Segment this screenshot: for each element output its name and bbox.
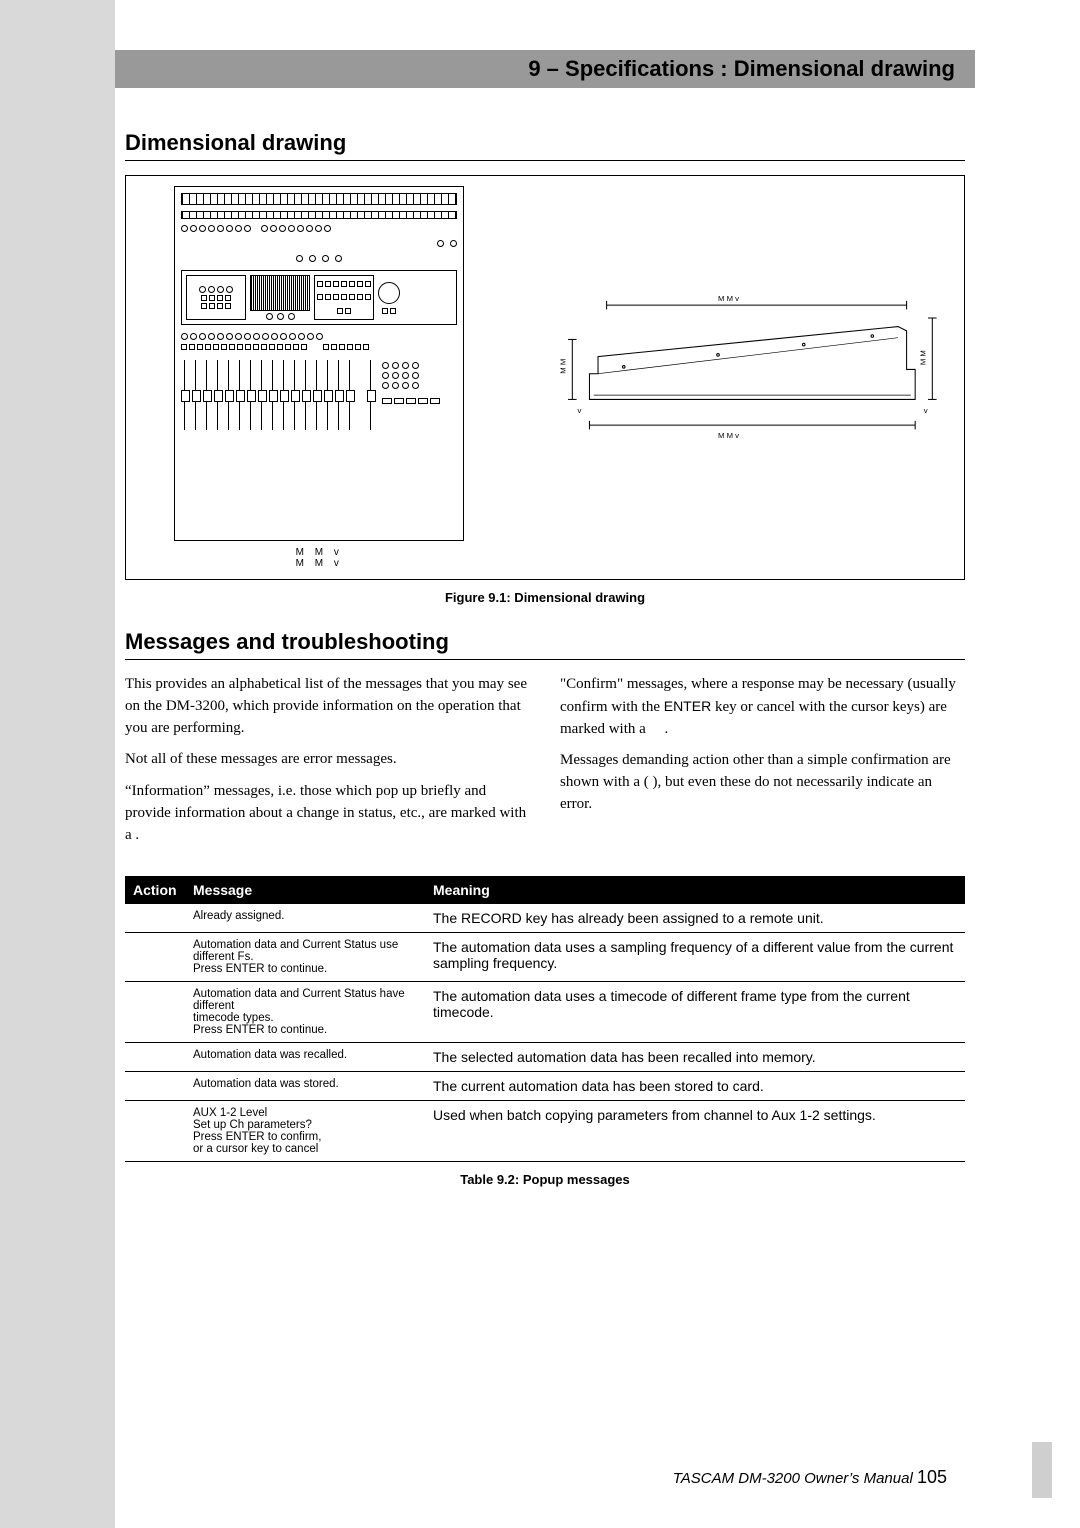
cell-message: Automation data and Current Status have … xyxy=(185,982,425,1043)
th-action: Action xyxy=(125,876,185,904)
middle-control-panel xyxy=(181,270,457,325)
section-title-messages: Messages and troubleshooting xyxy=(125,629,965,660)
button-row xyxy=(181,344,457,350)
chapter-header: 9 – Specifications : Dimensional drawing xyxy=(115,50,975,88)
jog-group xyxy=(378,275,400,320)
cell-action xyxy=(125,1101,185,1162)
jack-strip xyxy=(181,193,457,205)
body-p: “Information” messages, i.e. those which… xyxy=(125,781,530,846)
cell-meaning: The selected automation data has been re… xyxy=(425,1043,965,1072)
cell-action xyxy=(125,904,185,933)
side-dim-left2: v xyxy=(577,406,581,415)
body-p: This provides an alphabetical list of th… xyxy=(125,674,530,739)
page-footer: TASCAM DM-3200 Owner’s Manual 105 xyxy=(115,1467,975,1488)
dim-width-bottom: M M v xyxy=(296,558,343,569)
dim-width-top: M M v xyxy=(296,547,343,558)
lcd-screen xyxy=(250,275,310,311)
th-meaning: Meaning xyxy=(425,876,965,904)
cell-meaning: The automation data uses a timecode of d… xyxy=(425,982,965,1043)
drawing-side-view: M M v M M v M M v M M v xyxy=(533,186,954,569)
page-content: Dimensional drawing xyxy=(115,130,975,1211)
side-dim-right: M M xyxy=(918,350,927,365)
page-number: 105 xyxy=(917,1467,947,1487)
left-gutter xyxy=(0,0,115,1528)
right-sq-group xyxy=(314,275,374,320)
right-tab xyxy=(1032,1442,1052,1498)
th-message: Message xyxy=(185,876,425,904)
side-dim-left: M M xyxy=(558,358,567,373)
cell-message: Automation data was recalled. xyxy=(185,1043,425,1072)
body-p: Messages demanding action other than a s… xyxy=(560,750,965,815)
cell-action xyxy=(125,1043,185,1072)
body-columns: This provides an alphabetical list of th… xyxy=(125,674,965,856)
cell-meaning: The RECORD key has already been assigned… xyxy=(425,904,965,933)
chapter-title: 9 – Specifications : Dimensional drawing xyxy=(528,56,955,82)
side-dim-right2: v xyxy=(923,406,927,415)
side-profile-svg: M M v M M v M M v M M v xyxy=(533,288,954,468)
drawing-top-view: M M v M M v xyxy=(136,186,503,569)
body-right: "Confirm" messages, where a response may… xyxy=(560,674,965,856)
table-row: Automation data was stored.The current a… xyxy=(125,1072,965,1101)
faders xyxy=(181,360,374,430)
fader-section xyxy=(181,354,457,430)
cell-message: Automation data was stored. xyxy=(185,1072,425,1101)
cell-meaning: Used when batch copying parameters from … xyxy=(425,1101,965,1162)
table-row: Already assigned.The RECORD key has alre… xyxy=(125,904,965,933)
table-row: Automation data and Current Status use d… xyxy=(125,933,965,982)
cell-message: AUX 1-2 LevelSet up Ch parameters?Press … xyxy=(185,1101,425,1162)
table-header-row: Action Message Meaning xyxy=(125,876,965,904)
cell-action xyxy=(125,933,185,982)
center-knobs xyxy=(181,255,457,262)
screen-group xyxy=(250,275,310,320)
body-left: This provides an alphabetical list of th… xyxy=(125,674,530,856)
cell-message: Automation data and Current Status use d… xyxy=(185,933,425,982)
section-title-dimensional: Dimensional drawing xyxy=(125,130,965,161)
small-knob-row xyxy=(181,333,457,340)
cell-meaning: The current automation data has been sto… xyxy=(425,1072,965,1101)
table-row: Automation data was recalled.The selecte… xyxy=(125,1043,965,1072)
cell-message: Already assigned. xyxy=(185,904,425,933)
table-row: Automation data and Current Status have … xyxy=(125,982,965,1043)
cell-meaning: The automation data uses a sampling freq… xyxy=(425,933,965,982)
jog-wheel xyxy=(378,282,400,304)
figure-9-1: M M v M M v xyxy=(125,175,965,580)
indicator-row xyxy=(181,240,457,247)
figure-caption: Figure 9.1: Dimensional drawing xyxy=(125,590,965,605)
messages-table: Action Message Meaning Already assigned.… xyxy=(125,876,965,1162)
left-group xyxy=(186,275,246,320)
body-p: "Confirm" messages, where a response may… xyxy=(560,674,965,740)
jack-strip-2 xyxy=(181,211,457,219)
transport-group xyxy=(382,362,440,404)
side-dim-bottom: M M v xyxy=(718,431,739,440)
table-caption: Table 9.2: Popup messages xyxy=(125,1172,965,1187)
side-dim-top: M M v xyxy=(718,293,739,302)
footer-text: TASCAM DM-3200 Owner’s Manual xyxy=(673,1470,917,1487)
cell-action xyxy=(125,1072,185,1101)
mixer-top-outline xyxy=(174,186,464,541)
body-p: Not all of these messages are error mess… xyxy=(125,749,530,771)
table-row: AUX 1-2 LevelSet up Ch parameters?Press … xyxy=(125,1101,965,1162)
knob-row-1 xyxy=(181,225,457,232)
cell-action xyxy=(125,982,185,1043)
